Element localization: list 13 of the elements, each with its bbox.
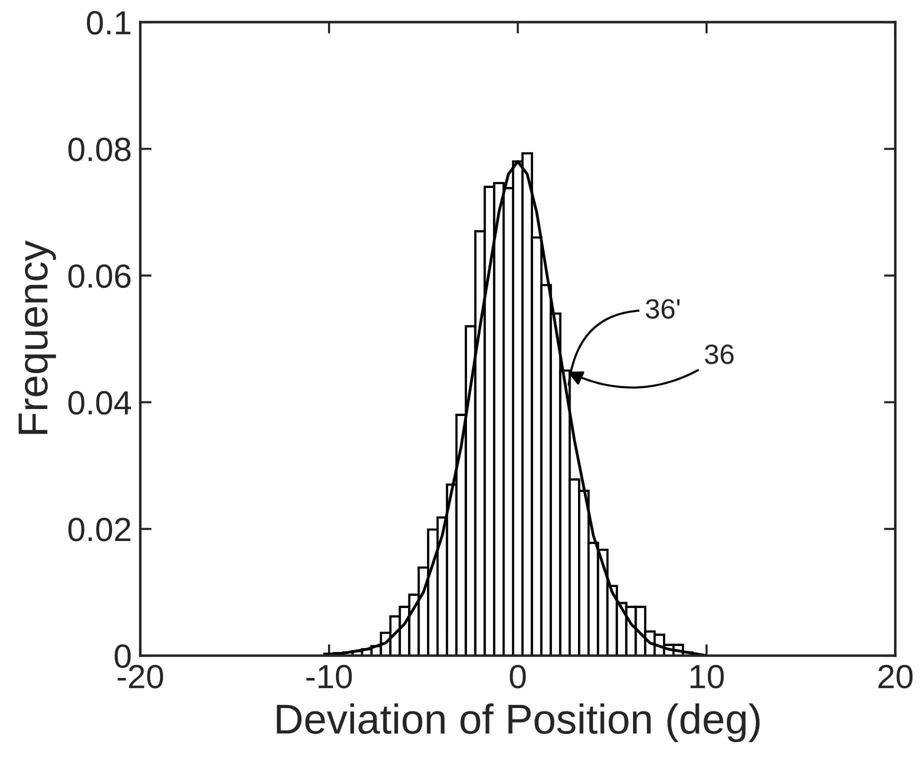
x-tick-label: -10: [306, 664, 352, 688]
y-tick-label: 0.08: [68, 138, 131, 162]
x-tick-label: 20: [878, 664, 913, 688]
annotation: 36': [646, 299, 680, 319]
x-tick-label: 10: [690, 664, 724, 688]
x-tick-label: 0: [510, 664, 526, 688]
annotation: 36: [704, 344, 734, 364]
x-axis-title: Deviation of Position (deg): [276, 703, 760, 742]
y-tick-label: 0.02: [68, 518, 130, 542]
y-tick-label: 0.1: [86, 10, 130, 35]
y-tick-label: 0.06: [68, 264, 131, 288]
y-axis-title: Frequency: [18, 240, 56, 434]
y-tick-label: 0.04: [68, 391, 131, 415]
